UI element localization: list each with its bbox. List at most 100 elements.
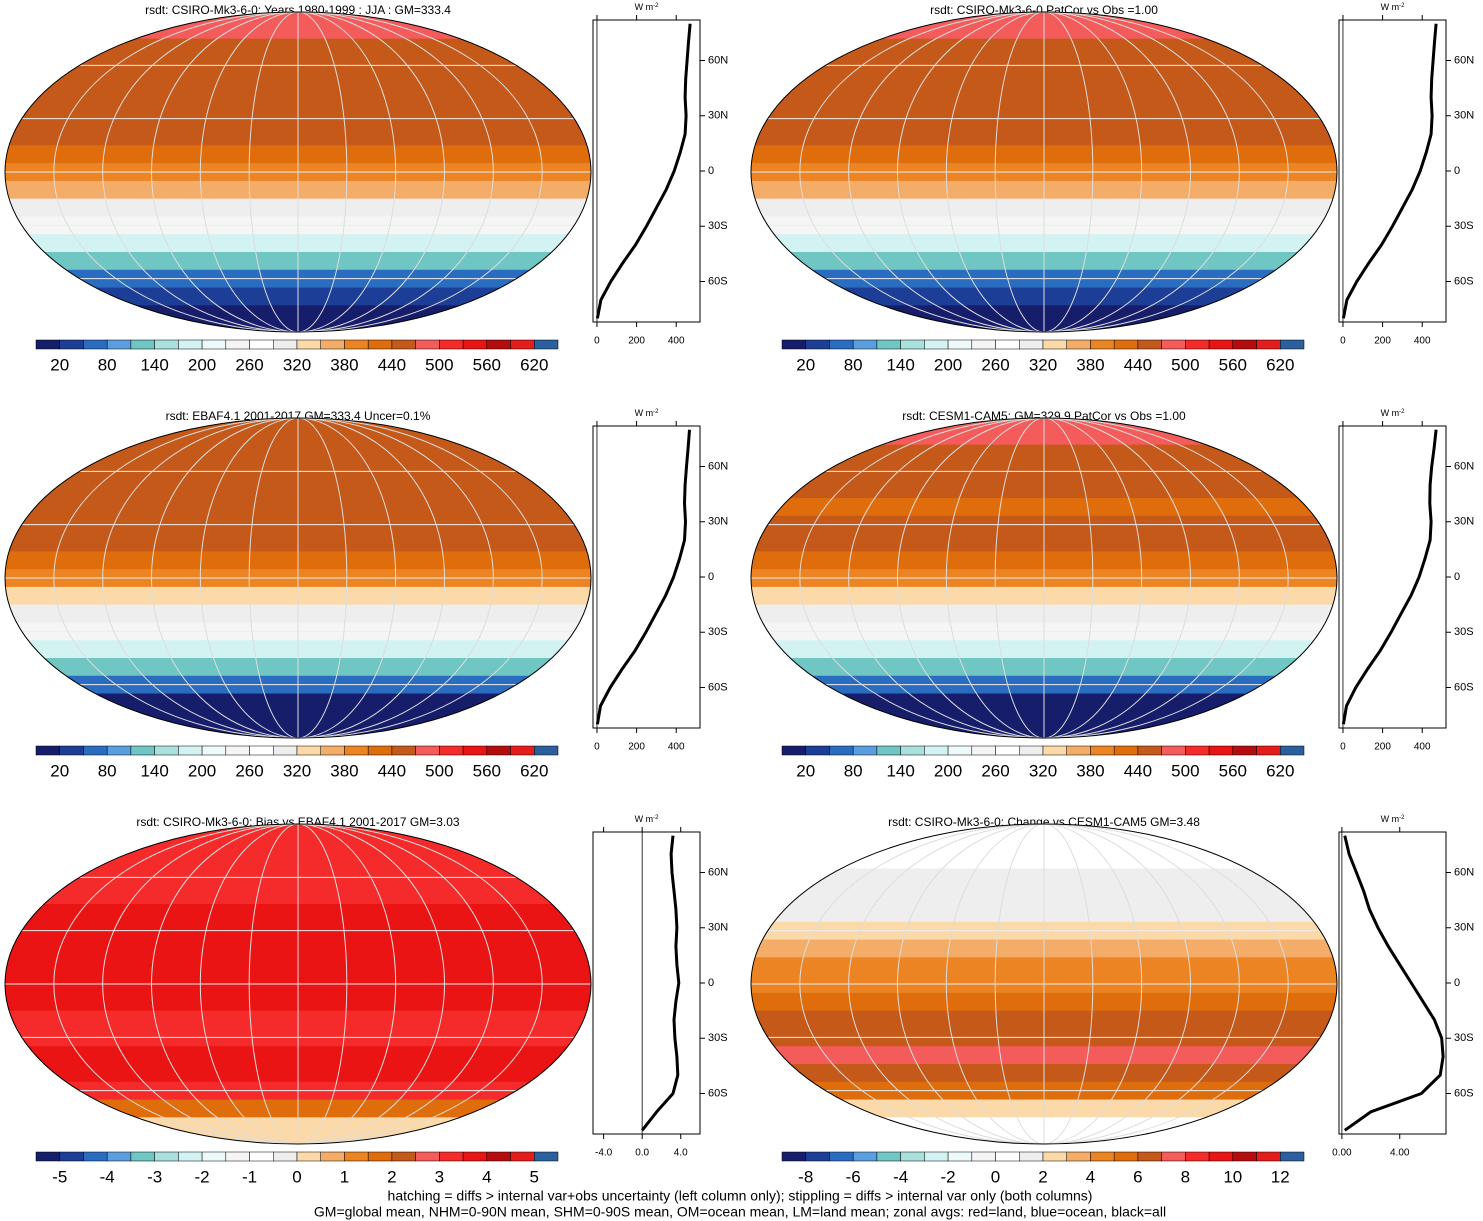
x-tick-label: 400 [668, 336, 685, 347]
map-meridian [248, 824, 348, 1144]
colorbar-box [1280, 339, 1305, 350]
unit-label: W m-2 [1381, 408, 1405, 418]
colorbar-label: 80 [98, 355, 117, 374]
colorbar-label: 80 [844, 355, 863, 374]
colorbar-box [130, 745, 155, 756]
colorbar-box [178, 339, 203, 350]
unit-base: W m [635, 814, 654, 824]
panel-title: rsdt: CSIRO-Mk3-6-0: Change vs CESM1-CAM… [888, 815, 1200, 829]
colorbar-box [1113, 339, 1139, 350]
colorbar-box [510, 745, 535, 756]
map-meridian [848, 418, 1240, 738]
colorbar-box [367, 1151, 393, 1162]
colorbar-label: 0 [292, 1167, 301, 1186]
colorbar-box [296, 339, 321, 350]
map-meridian [248, 12, 348, 332]
y-tick-label: 30S [708, 626, 728, 638]
colorbar-box [296, 745, 321, 756]
colorbar-box [367, 339, 393, 350]
colorbar-label: -4 [100, 1167, 115, 1186]
x-tick-label: 200 [628, 336, 645, 347]
colorbar-box [1019, 1151, 1044, 1162]
colorbar-box [1232, 339, 1257, 350]
y-tick-label: 30S [1454, 1032, 1474, 1044]
unit-base: W m [635, 2, 654, 12]
map [5, 418, 591, 738]
map-meridian [199, 418, 397, 738]
y-tick-label: 0 [708, 977, 714, 989]
colorbar-box [59, 339, 84, 350]
panel-title: rsdt: EBAF4.1 2001-2017 GM=333.4 Uncer=0… [166, 409, 431, 423]
colorbar-label: 260 [981, 355, 1009, 374]
x-tick-label: 0.0 [635, 1148, 649, 1159]
colorbar-box [1161, 339, 1186, 350]
colorbar-box [1090, 1151, 1115, 1162]
colorbar-label: 620 [520, 761, 548, 780]
colorbar-box [876, 339, 901, 350]
colorbar-label: 200 [188, 761, 216, 780]
colorbar-box [1256, 1151, 1281, 1162]
y-tick-label: 30N [1454, 922, 1474, 934]
unit-exp: -2 [1399, 3, 1405, 9]
colorbar-label: 380 [330, 761, 358, 780]
unit-label: W m-2 [635, 408, 659, 418]
colorbar-label: 440 [1124, 355, 1152, 374]
x-tick-label: 200 [1374, 742, 1391, 753]
colorbar-box [201, 1151, 227, 1162]
colorbar-label: 380 [1076, 761, 1104, 780]
map-meridian [151, 12, 445, 332]
map-border [750, 823, 1338, 1145]
colorbar-label: -6 [846, 1167, 861, 1186]
colorbar-box [1113, 1151, 1139, 1162]
profile-line [1341, 429, 1438, 725]
colorbar-label: 380 [330, 355, 358, 374]
colorbar-label: 10 [1223, 1167, 1242, 1186]
colorbar-box [852, 1151, 878, 1162]
colorbar-box [995, 745, 1020, 756]
x-tick-label: -4.0 [595, 1148, 613, 1159]
y-tick-label: 60S [708, 275, 728, 287]
colorbar-label: -4 [893, 1167, 908, 1186]
profile-frame [1338, 19, 1447, 323]
footer-note: hatching = diffs > internal var+obs unce… [388, 1188, 1093, 1204]
profile-frame [592, 831, 701, 1135]
colorbar-box [1042, 339, 1067, 350]
colorbar-box [534, 1151, 559, 1162]
colorbar-label: 6 [1133, 1167, 1142, 1186]
panel-title: rsdt: CESM1-CAM5: GM=329.9 PatCor vs Obs… [902, 409, 1186, 423]
colorbar-label: 4 [482, 1167, 491, 1186]
map-meridian [799, 824, 1289, 1144]
colorbar-box [971, 339, 996, 350]
colorbar-box [154, 339, 179, 350]
panel-title: rsdt: CSIRO-Mk3-6-0 PatCor vs Obs =1.00 [930, 3, 1158, 17]
colorbar-box [829, 1151, 854, 1162]
y-tick-label: 30S [708, 220, 728, 232]
map-meridian [848, 824, 1240, 1144]
map-meridian [945, 12, 1143, 332]
y-tick-label: 60S [1454, 1087, 1474, 1099]
map-meridian [151, 418, 445, 738]
colorbar-box [1066, 339, 1091, 350]
colorbar-box [1256, 339, 1281, 350]
colorbar-label: 320 [283, 761, 311, 780]
colorbar-label: 380 [1076, 355, 1104, 374]
map-border [4, 417, 592, 739]
x-tick-label: 4.00 [1390, 1148, 1410, 1159]
colorbar-box [486, 339, 511, 350]
colorbar-label: 5 [530, 1167, 539, 1186]
y-tick-label: 0 [1454, 571, 1460, 583]
panel-title: rsdt: CSIRO-Mk3-6-0: Bias vs EBAF4.1 200… [136, 815, 459, 829]
map [751, 824, 1337, 1144]
colorbar-label: 20 [796, 355, 815, 374]
profile-frame [592, 425, 701, 729]
colorbar-label: 20 [50, 761, 69, 780]
colorbar-box [415, 745, 440, 756]
colorbar-box [829, 745, 854, 756]
colorbar-box [201, 745, 227, 756]
colorbar-box [1042, 1151, 1067, 1162]
colorbar-box [391, 339, 416, 350]
colorbar-box [344, 745, 369, 756]
colorbar-box [1232, 745, 1257, 756]
colorbar-label: 560 [473, 761, 501, 780]
